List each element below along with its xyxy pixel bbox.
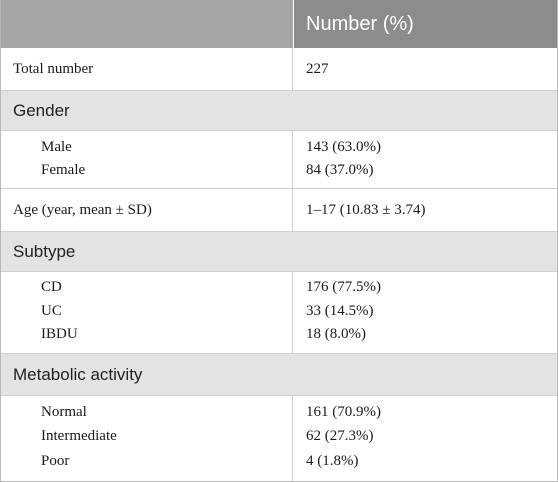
row-value-uc: 33 (14.5%) — [306, 303, 374, 319]
row-label-female: Female — [41, 162, 86, 178]
row-value: 1–17 (10.83 ± 3.74) — [306, 202, 426, 218]
section-label: Gender — [13, 101, 70, 120]
row-label-cell: Age (year, mean ± SD) — [1, 189, 293, 231]
row-label-intermediate: Intermediate — [41, 428, 117, 444]
row-label-normal: Normal — [41, 404, 87, 420]
table-row-age: Age (year, mean ± SD) 1–17 (10.83 ± 3.74… — [1, 189, 557, 232]
row-label-cell: Total number — [1, 48, 293, 90]
row-value-female: 84 (37.0%) — [306, 162, 374, 178]
row-label-uc: UC — [41, 303, 62, 319]
table-row-metabolic-items: Normal Intermediate Poor 161 (70.9%) 62 … — [1, 396, 557, 481]
row-label-cell: Normal Intermediate Poor — [1, 396, 293, 481]
row-label: Age (year, mean ± SD) — [13, 202, 152, 218]
row-value-cell: 176 (77.5%) 33 (14.5%) 18 (8.0%) — [294, 272, 557, 353]
section-label: Subtype — [13, 242, 76, 261]
row-label-poor: Poor — [41, 453, 70, 469]
row-value-male: 143 (63.0%) — [306, 139, 381, 155]
row-value-cd: 176 (77.5%) — [306, 279, 381, 295]
header-cell-number: Number (%) — [294, 0, 557, 48]
row-value-poor: 4 (1.8%) — [306, 453, 359, 469]
row-value-ibdu: 18 (8.0%) — [306, 326, 366, 342]
row-value-cell: 1–17 (10.83 ± 3.74) — [294, 189, 557, 231]
table-row-gender-items: Male Female 143 (63.0%) 84 (37.0%) — [1, 131, 557, 189]
section-row-gender: Gender — [1, 91, 557, 131]
table-row-subtype-items: CD UC IBDU 176 (77.5%) 33 (14.5%) 18 (8.… — [1, 272, 557, 354]
table-row-total: Total number 227 — [1, 48, 557, 91]
row-label-cell: Male Female — [1, 131, 293, 188]
table-header-row: Number (%) — [1, 0, 557, 48]
row-value-cell: 161 (70.9%) 62 (27.3%) 4 (1.8%) — [294, 396, 557, 481]
row-label-cd: CD — [41, 279, 62, 295]
section-label: Metabolic activity — [13, 365, 143, 384]
row-value-normal: 161 (70.9%) — [306, 404, 381, 420]
row-value-cell: 227 — [294, 48, 557, 90]
row-value-cell: 143 (63.0%) 84 (37.0%) — [294, 131, 557, 188]
row-label-cell: CD UC IBDU — [1, 272, 293, 353]
row-label: Total number — [13, 61, 94, 77]
row-label-male: Male — [41, 139, 72, 155]
section-row-metabolic: Metabolic activity — [1, 354, 557, 396]
section-row-subtype: Subtype — [1, 232, 557, 272]
row-label-ibdu: IBDU — [41, 326, 78, 342]
header-cell-empty — [1, 0, 293, 48]
row-value-intermediate: 62 (27.3%) — [306, 428, 374, 444]
row-value: 227 — [306, 61, 329, 77]
